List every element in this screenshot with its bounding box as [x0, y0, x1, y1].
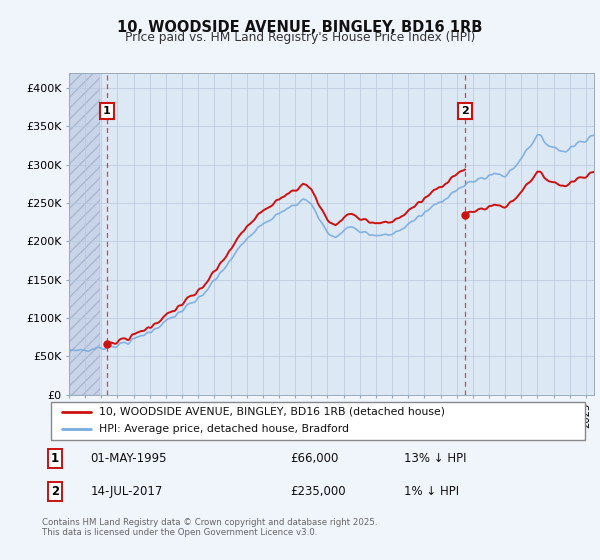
- Text: 1: 1: [51, 451, 59, 465]
- Text: HPI: Average price, detached house, Bradford: HPI: Average price, detached house, Brad…: [99, 424, 349, 435]
- Text: 10, WOODSIDE AVENUE, BINGLEY, BD16 1RB: 10, WOODSIDE AVENUE, BINGLEY, BD16 1RB: [118, 20, 482, 35]
- Text: 13% ↓ HPI: 13% ↓ HPI: [404, 451, 466, 465]
- FancyBboxPatch shape: [51, 402, 585, 440]
- Text: £66,000: £66,000: [290, 451, 339, 465]
- Text: 2: 2: [461, 106, 469, 116]
- Text: 1% ↓ HPI: 1% ↓ HPI: [404, 484, 459, 498]
- Text: £235,000: £235,000: [290, 484, 346, 498]
- Bar: [69, 73, 100, 395]
- Text: 14-JUL-2017: 14-JUL-2017: [91, 484, 163, 498]
- Text: 01-MAY-1995: 01-MAY-1995: [91, 451, 167, 465]
- Text: 10, WOODSIDE AVENUE, BINGLEY, BD16 1RB (detached house): 10, WOODSIDE AVENUE, BINGLEY, BD16 1RB (…: [99, 407, 445, 417]
- Text: Contains HM Land Registry data © Crown copyright and database right 2025.
This d: Contains HM Land Registry data © Crown c…: [42, 518, 377, 538]
- Text: 1: 1: [103, 106, 110, 116]
- Text: 2: 2: [51, 484, 59, 498]
- Text: Price paid vs. HM Land Registry's House Price Index (HPI): Price paid vs. HM Land Registry's House …: [125, 31, 475, 44]
- Bar: [69, 73, 100, 395]
